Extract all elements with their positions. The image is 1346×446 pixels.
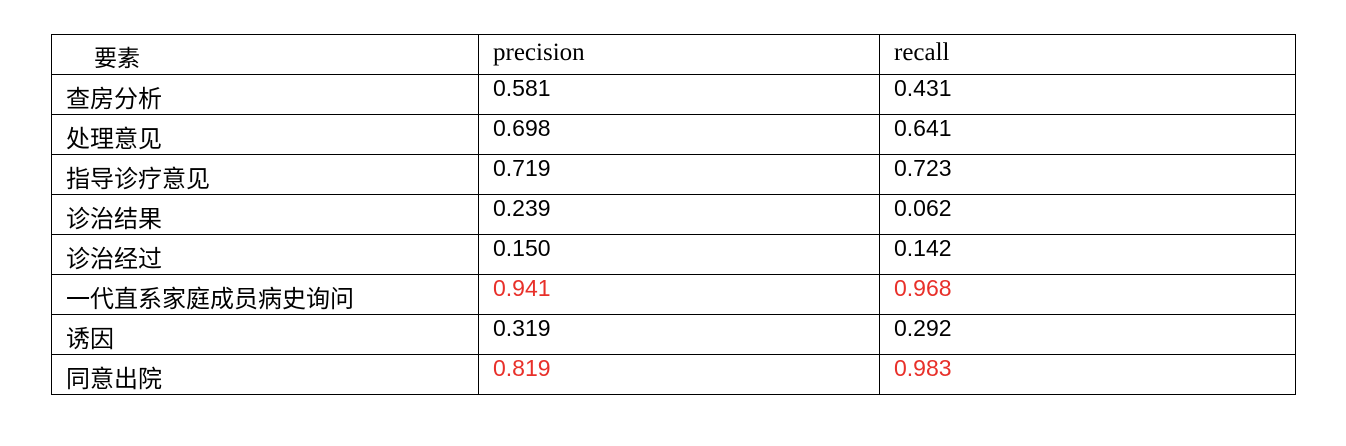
- element-cell: 处理意见: [51, 114, 479, 155]
- recall-cell: 0.431: [879, 74, 1296, 115]
- recall-cell: 0.641: [879, 114, 1296, 155]
- element-cell: 一代直系家庭成员病史询问: [51, 274, 479, 315]
- precision-cell: 0.719: [478, 154, 880, 195]
- element-cell: 同意出院: [51, 354, 479, 395]
- table-row: 诊治经过 0.150 0.142: [51, 234, 1296, 275]
- metrics-table: 要素 precision recall 查房分析 0.581 0.431 处理意…: [51, 34, 1296, 395]
- element-cell: 查房分析: [51, 74, 479, 115]
- precision-cell: 0.819: [478, 354, 880, 395]
- precision-cell: 0.698: [478, 114, 880, 155]
- precision-cell: 0.150: [478, 234, 880, 275]
- table-row: 查房分析 0.581 0.431: [51, 74, 1296, 115]
- element-cell: 诊治结果: [51, 194, 479, 235]
- precision-cell: 0.941: [478, 274, 880, 315]
- recall-cell: 0.723: [879, 154, 1296, 195]
- table-header-row: 要素 precision recall: [51, 34, 1296, 75]
- precision-cell: 0.239: [478, 194, 880, 235]
- recall-cell: 0.968: [879, 274, 1296, 315]
- element-cell: 指导诊疗意见: [51, 154, 479, 195]
- table-row: 诊治结果 0.239 0.062: [51, 194, 1296, 235]
- precision-cell: 0.319: [478, 314, 880, 355]
- recall-cell: 0.142: [879, 234, 1296, 275]
- element-cell: 诊治经过: [51, 234, 479, 275]
- recall-cell: 0.983: [879, 354, 1296, 395]
- recall-cell: 0.292: [879, 314, 1296, 355]
- table-row: 一代直系家庭成员病史询问 0.941 0.968: [51, 274, 1296, 315]
- table-row: 同意出院 0.819 0.983: [51, 354, 1296, 395]
- table-row: 诱因 0.319 0.292: [51, 314, 1296, 355]
- recall-cell: 0.062: [879, 194, 1296, 235]
- column-header-recall: recall: [879, 34, 1296, 75]
- table-row: 处理意见 0.698 0.641: [51, 114, 1296, 155]
- column-header-element: 要素: [51, 34, 479, 75]
- element-cell: 诱因: [51, 314, 479, 355]
- table-row: 指导诊疗意见 0.719 0.723: [51, 154, 1296, 195]
- column-header-precision: precision: [478, 34, 880, 75]
- precision-cell: 0.581: [478, 74, 880, 115]
